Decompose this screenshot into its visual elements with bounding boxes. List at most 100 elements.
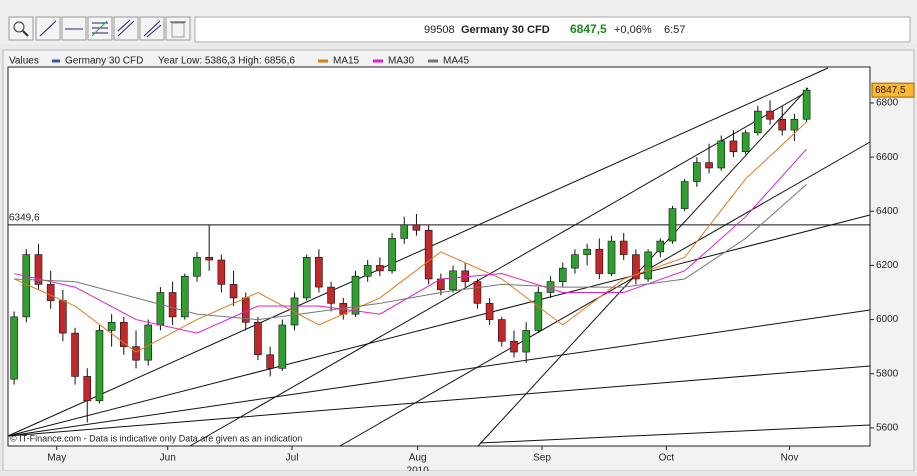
candle-body [388,238,396,272]
legend-label: MA15 [333,56,360,67]
y-tick-label: 6200 [876,260,899,271]
trend-line [189,89,811,447]
candle-body [351,275,360,315]
candle-body [571,254,579,269]
candle-body [144,324,153,361]
candle-body [497,319,506,342]
y-tick-label: 5800 [876,368,899,379]
y-tick-label: 6600 [876,152,899,163]
quote-box [194,16,911,43]
candle-body [132,346,140,361]
quote-time: 6:57 [664,24,685,36]
candle-body [485,303,494,320]
candle-body [766,110,774,120]
legend-title: Values [9,56,39,67]
level-label: 6349,6 [9,213,40,224]
candle-body [619,240,628,255]
candle-body [522,330,530,353]
x-tick-label: Oct [659,453,675,464]
candle-body [363,265,372,277]
candle-body [741,132,750,153]
trend-line [479,424,871,444]
candle-body [46,284,55,301]
quote-id: 99508 [424,24,455,36]
x-tick-label: Aug [409,453,427,464]
candle-body [71,332,79,377]
trend-line [7,67,829,437]
trend-line [7,365,871,437]
quote-change: +0,06% [614,24,652,36]
candle-body [120,321,128,347]
candle-body [510,340,518,353]
candle-body [717,140,726,169]
x-tick-label: May [47,453,66,464]
hline-button[interactable] [61,16,87,41]
candle-body [802,89,811,120]
candle-body [315,257,323,288]
trendline-button[interactable] [35,16,61,41]
y-tick-label: 5600 [876,423,899,434]
year-label: 2010 [407,466,430,471]
candle-body [193,257,201,277]
candle-body [229,284,238,299]
candle-body [34,254,43,285]
delete-button[interactable] [165,16,191,41]
candle-body [217,259,226,285]
candle-body [205,257,213,261]
candle-body [754,110,762,134]
candle-body [534,292,543,331]
candle-body [705,162,713,169]
candle-body [168,292,177,318]
trend-lines [7,67,871,447]
last-price-label: 6847,5 [875,85,906,96]
candle-body [302,257,311,299]
candle-body [254,321,262,356]
candle-body [156,292,165,326]
x-tick-label: Jul [286,453,299,464]
candle-body [180,275,189,318]
candle-body [400,224,409,239]
zoom-button[interactable] [8,16,34,41]
legend: Values Germany 30 CFD Year Low: 5386,3 Hig… [9,56,470,67]
candle-body [595,248,604,274]
plot-area [7,66,871,447]
candle-body [668,208,677,242]
footer-note: © IT-Finance.com - Data is indicative on… [10,433,302,443]
candle-body [59,300,67,334]
candle-body [644,251,652,280]
legend-label: Germany 30 CFD [65,56,143,67]
candle-body [376,265,384,272]
candle-body [693,162,701,182]
candle-body [729,140,738,153]
candle-body [680,181,689,209]
candle-body [558,267,567,282]
x-tick-label: Nov [781,453,799,464]
ma-line [13,121,807,353]
legend-note: Year Low: 5386,3 High: 6856,6 [158,56,295,67]
candle-body [10,316,18,380]
quote-price: 6847,5 [570,22,607,36]
ma-line [13,148,807,334]
trend-line [477,87,809,447]
candle-body [424,229,433,280]
candle-body [83,376,92,402]
candle-body [632,254,640,280]
fibo-button[interactable] [87,16,113,41]
candle-body [107,321,116,331]
candle-body [778,118,787,131]
quote-instrument: Germany 30 CFD [461,24,550,36]
trend-line [7,309,871,437]
candle-body [656,240,665,253]
candle-body [95,330,104,402]
y-tick-label: 6800 [876,98,899,109]
channel-button[interactable] [113,16,139,41]
y-tick-label: 6000 [876,314,899,325]
last-price-box [871,82,915,98]
candle-body [583,248,591,255]
parallel-button[interactable] [139,16,165,41]
trend-line [339,141,871,447]
candle-body [266,354,274,369]
x-tick-label: Sep [533,453,551,464]
